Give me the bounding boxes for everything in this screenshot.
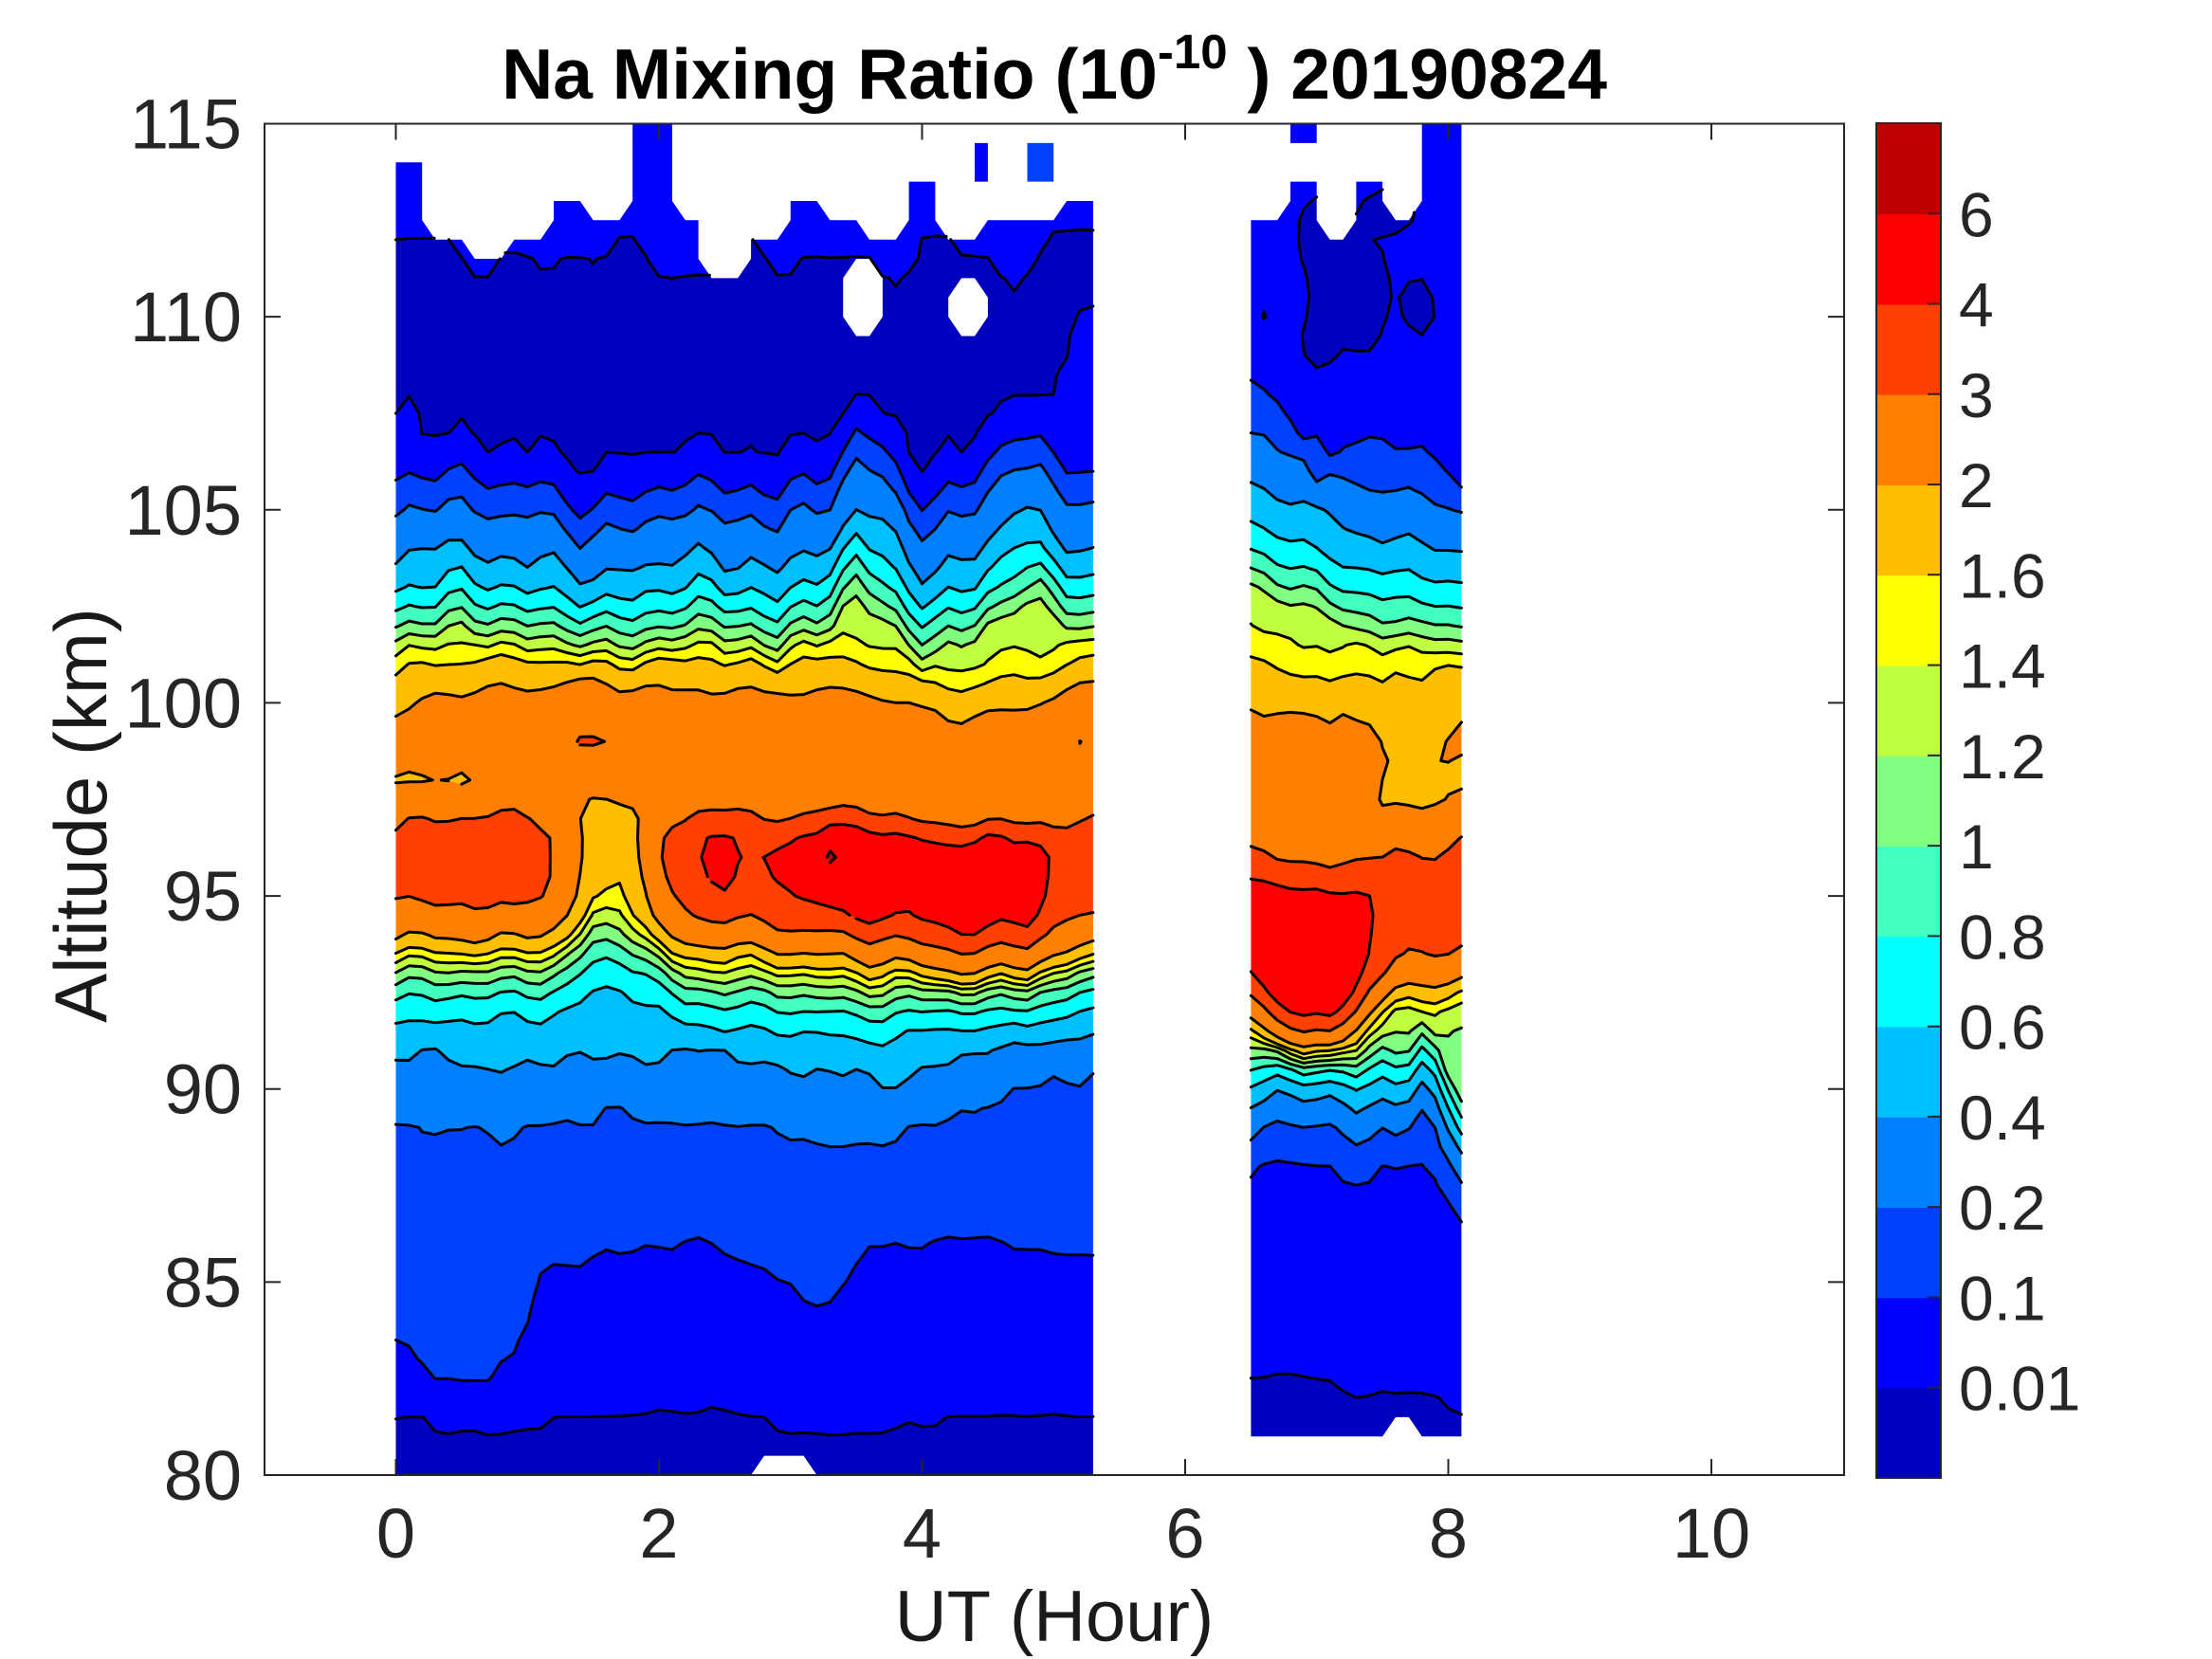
svg-text:10: 10: [1673, 1494, 1750, 1573]
svg-text:0: 0: [376, 1494, 415, 1573]
svg-text:0.2: 0.2: [1959, 1173, 2046, 1243]
svg-text:4: 4: [903, 1494, 941, 1573]
svg-text:80: 80: [164, 1436, 242, 1515]
svg-text:115: 115: [130, 85, 242, 164]
svg-text:1: 1: [1959, 811, 1994, 882]
svg-text:UT (Hour): UT (Hour): [895, 1577, 1214, 1657]
svg-text:1.2: 1.2: [1959, 721, 2046, 792]
svg-text:1.4: 1.4: [1959, 631, 2046, 702]
svg-text:2: 2: [1959, 450, 1994, 520]
svg-text:110: 110: [130, 278, 242, 356]
svg-text:85: 85: [164, 1243, 242, 1322]
svg-text:0.8: 0.8: [1959, 902, 2046, 972]
svg-text:90: 90: [164, 1050, 242, 1129]
svg-text:6: 6: [1959, 179, 1994, 249]
svg-text:Na Mixing Ratio (10-10 ) 20190: Na Mixing Ratio (10-10 ) 20190824: [502, 25, 1607, 114]
svg-text:105: 105: [125, 471, 242, 550]
svg-text:6: 6: [1165, 1494, 1204, 1573]
svg-text:95: 95: [164, 857, 242, 936]
svg-text:4: 4: [1959, 270, 1994, 340]
svg-text:100: 100: [125, 664, 242, 742]
svg-text:8: 8: [1429, 1494, 1468, 1573]
svg-text:0.4: 0.4: [1959, 1083, 2046, 1153]
svg-text:0.1: 0.1: [1959, 1264, 2046, 1334]
svg-text:3: 3: [1959, 360, 1994, 430]
svg-text:2: 2: [639, 1494, 678, 1573]
svg-text:1.6: 1.6: [1959, 540, 2046, 611]
svg-text:0.6: 0.6: [1959, 993, 2046, 1063]
svg-text:0.01: 0.01: [1959, 1354, 2080, 1424]
svg-text:Altitude (km): Altitude (km): [39, 608, 122, 1023]
